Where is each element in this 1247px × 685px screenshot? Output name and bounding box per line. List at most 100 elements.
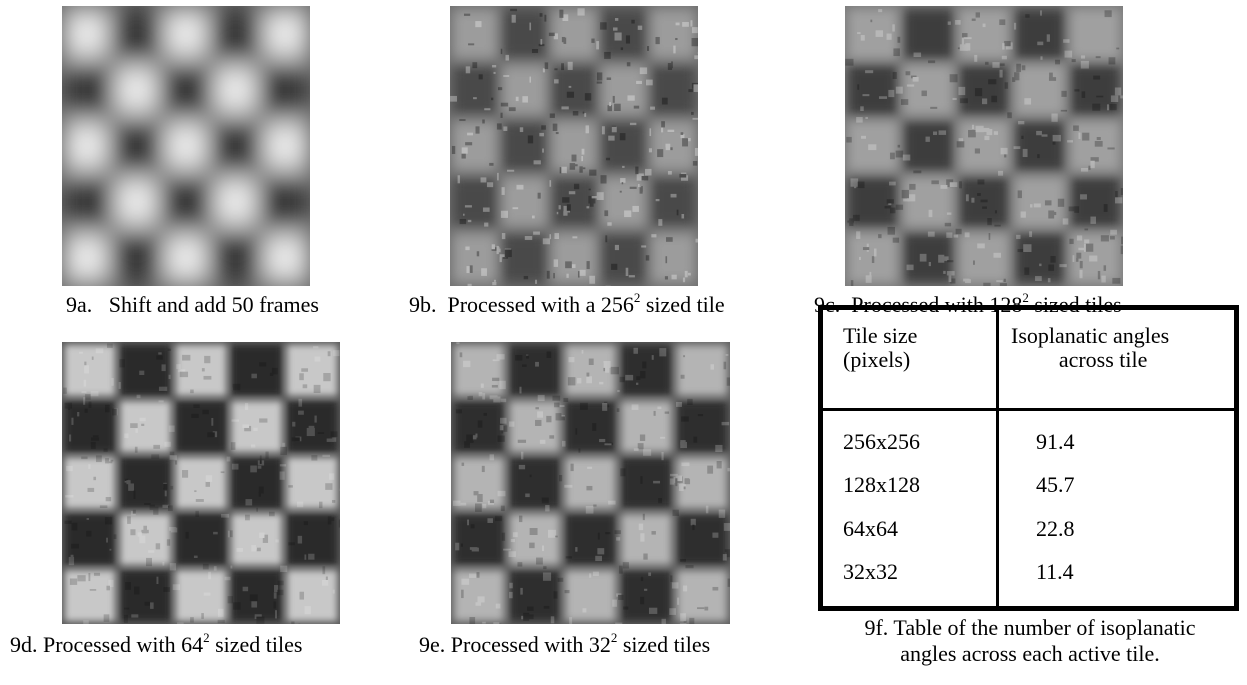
checker-square [509,401,560,452]
noise-speck [84,408,88,413]
noise-speck [607,105,612,112]
noise-speck [642,513,645,521]
noise-speck [193,555,198,559]
noise-speck [1025,14,1030,18]
noise-speck [592,423,597,431]
noise-speck [648,572,652,576]
noise-speck [684,479,691,485]
noise-speck [586,485,593,491]
noise-speck [640,596,645,605]
noise-speck [704,606,709,611]
noise-speck [1001,55,1007,60]
noise-speck [124,478,129,481]
checker-square [958,8,1010,60]
noise-speck [548,32,555,37]
checker-square [231,570,282,622]
checker-square [453,457,505,509]
noise-speck [230,565,233,569]
noise-speck [878,96,888,99]
noise-speck [539,13,543,17]
noise-speck [608,135,615,141]
noise-speck [463,213,465,216]
noise-speck [626,62,631,67]
noise-speck [497,87,503,91]
noise-speck [302,384,308,389]
noise-speck [993,252,1001,258]
noise-speck [213,531,218,535]
noise-speck [692,524,695,531]
noise-speck [480,177,487,183]
noise-speck [579,269,586,276]
noise-speck [492,65,497,68]
noise-speck [250,465,257,473]
noise-speck [90,441,96,450]
noise-speck [538,43,545,47]
noise-speck [655,36,660,45]
noise-speck [521,615,524,620]
noise-speck [333,350,340,357]
noise-speck [251,545,256,552]
noise-speck [611,126,617,133]
noise-speck [109,548,112,551]
noise-speck [991,95,998,103]
noise-speck [1094,140,1103,147]
checker-square [453,570,505,622]
noise-speck [212,431,218,438]
noise-speck [962,33,968,38]
noise-speck [457,175,460,184]
noise-speck [1004,82,1009,89]
noise-speck [620,468,626,477]
noise-speck [134,446,138,453]
checker-square [847,120,898,172]
noise-speck [672,509,679,516]
noise-speck [860,106,864,111]
noise-speck [682,22,689,27]
noise-speck [624,210,632,218]
noise-speck [104,404,110,413]
noise-speck [153,506,159,515]
noise-speck [591,196,598,199]
noise-speck [535,361,539,367]
noise-speck [572,164,578,167]
noise-speck [947,21,951,25]
noise-speck [544,62,549,70]
noise-speck [537,192,541,199]
noise-speck [527,135,534,144]
noise-speck [1063,39,1070,43]
noise-speck [114,408,118,416]
noise-speck [542,148,544,153]
noise-speck [467,519,470,526]
noise-speck [553,33,558,40]
noise-speck [643,449,652,456]
checker-square [231,514,282,565]
noise-speck [689,617,695,624]
checker-square [120,401,171,452]
checker-square [676,514,728,565]
noise-speck [476,572,480,578]
checker-square [565,401,616,452]
noise-speck [244,425,252,432]
noise-speck [86,518,90,520]
noise-speck [325,483,333,490]
noise-speck [104,517,113,525]
noise-speck [329,473,335,480]
noise-speck [467,283,472,286]
noise-speck [1090,216,1096,224]
noise-speck [465,246,470,251]
table-row-size: 64x64 [843,516,898,541]
noise-speck [649,128,652,137]
noise-speck [684,478,690,483]
noise-speck [622,562,629,569]
noise-speck [71,522,78,531]
noise-speck [631,19,635,24]
noise-speck [213,566,217,571]
noise-speck [688,89,695,93]
checker-square [621,570,672,622]
noise-speck [669,478,675,485]
noise-speck [556,211,559,215]
noise-speck [596,41,600,50]
checker-square [114,8,159,60]
noise-speck [1100,235,1109,242]
noise-speck [605,367,610,373]
noise-speck [217,608,224,617]
